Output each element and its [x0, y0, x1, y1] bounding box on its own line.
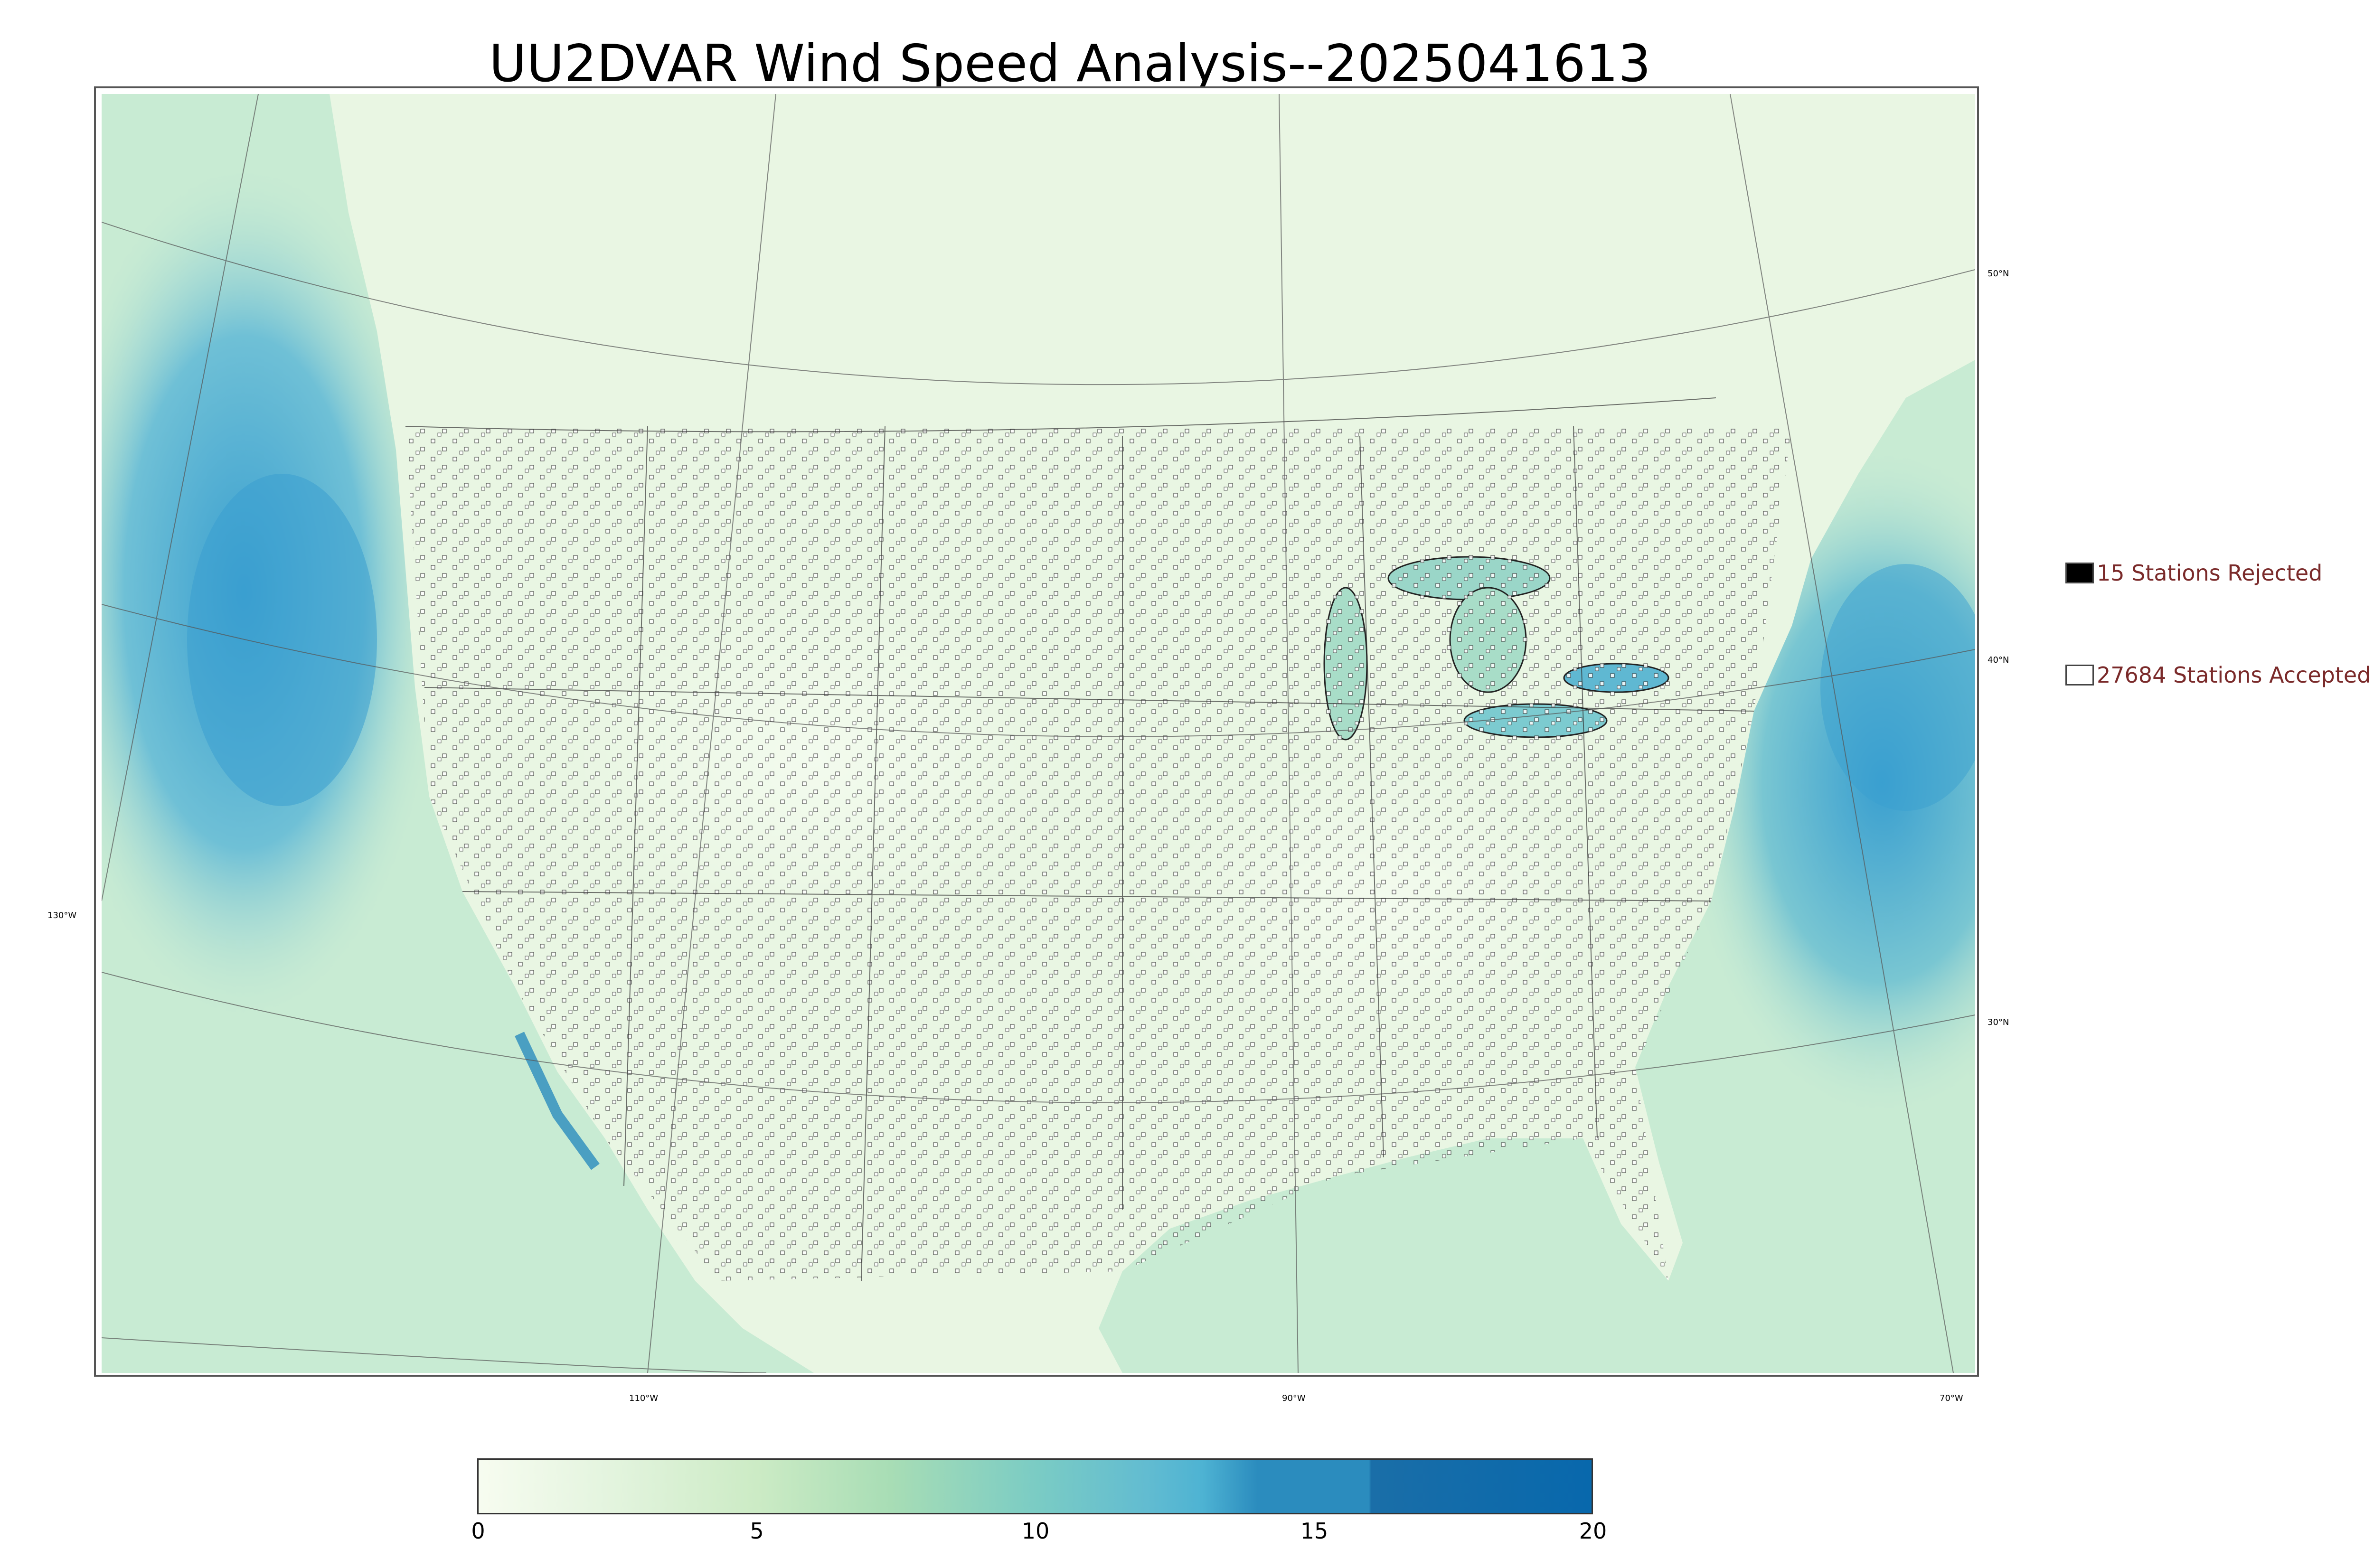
gulf-california-streak [515, 1032, 600, 1170]
colorbar-tick-5: 5 [750, 1518, 764, 1544]
accepted-station-swatch [2065, 665, 2094, 685]
legend-rejected: 15 Stations Rejected [2065, 560, 2322, 586]
legend-accepted-label: 27684 Stations Accepted [2097, 662, 2371, 688]
lon-label-90: 90°W [1282, 1393, 1306, 1403]
colorbar-tick-0: 0 [471, 1518, 485, 1544]
colorbar-tick-15: 15 [1300, 1518, 1328, 1544]
political-borders [405, 397, 1754, 1281]
wind-speed-map[interactable] [102, 94, 1975, 1373]
lat-label-30: 30°N [1988, 1017, 2009, 1027]
map-title: UU2DVAR Wind Speed Analysis--2025041613 [489, 34, 1651, 94]
atlantic-wind-core [1820, 564, 1975, 811]
legend-rejected-label: 15 Stations Rejected [2097, 560, 2323, 586]
pacific-wind-core [187, 474, 377, 806]
map-frame[interactable] [94, 86, 1979, 1377]
colorbar-tick-10: 10 [1021, 1518, 1050, 1544]
colorbar-tick-20: 20 [1579, 1518, 1607, 1544]
station-markers[interactable] [405, 426, 1792, 1281]
graticule [102, 94, 1975, 1373]
lon-label-70: 70°W [1940, 1393, 1963, 1403]
rejected-station-swatch [2065, 563, 2094, 583]
lon-label-130: 130°W [47, 911, 77, 920]
legend-accepted: 27684 Stations Accepted [2065, 662, 2371, 688]
wind-speed-colorbar [477, 1458, 1593, 1514]
lon-label-110: 110°W [629, 1393, 659, 1403]
lat-label-40: 40°N [1988, 655, 2009, 665]
lat-label-50: 50°N [1988, 269, 2009, 279]
